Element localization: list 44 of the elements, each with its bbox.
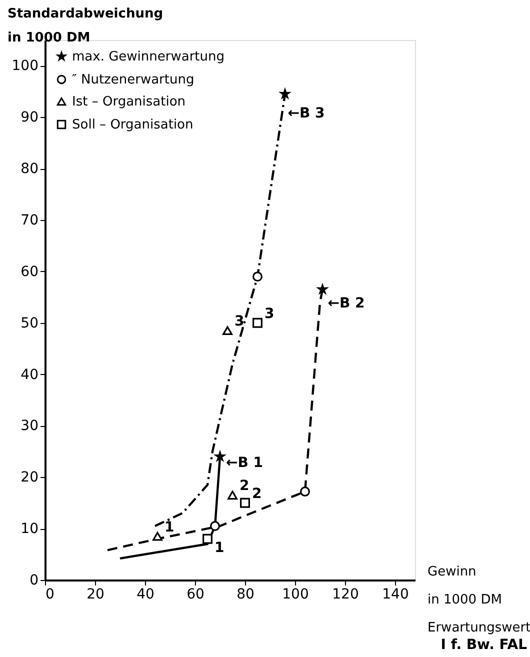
annotation: ←B 2 (328, 296, 365, 312)
y-tick-label: 100 (12, 58, 38, 74)
annotation: 3 (264, 306, 274, 322)
x-tick-label: 100 (282, 586, 309, 602)
annotation: ←B 3 (288, 105, 325, 122)
y-tick-label: 90 (20, 110, 38, 126)
y-tick-label: 40 (20, 366, 38, 383)
legend-label: max. Gewinnerwartung (72, 50, 224, 64)
x-axis-title: Gewinn in 1000 DM Erwartungswert (428, 564, 530, 636)
legend-label: ″ Nutzenerwartung (72, 72, 194, 88)
point (252, 272, 262, 282)
annotation: 1 (164, 519, 174, 536)
x-tick-label: 80 (236, 586, 254, 602)
x-tick-label: 0 (46, 586, 54, 602)
text: I f. Bw. FAL (440, 637, 528, 653)
point (252, 318, 262, 328)
point (318, 284, 328, 294)
annotation: 3 (234, 314, 244, 330)
x-tick-label: 120 (332, 586, 359, 602)
annotation: 2 (240, 478, 250, 494)
point (152, 532, 162, 541)
annotation: 2 (252, 486, 262, 502)
y-tick-label: 50 (20, 315, 38, 332)
legend-label: Ist – Organisation (72, 94, 186, 110)
x-tick-label: 140 (382, 586, 409, 602)
point (210, 521, 220, 531)
x-tick-label: 40 (136, 586, 154, 602)
point (300, 486, 310, 497)
x-tick-label: 20 (86, 586, 104, 602)
annotation: ←B 1 (226, 455, 264, 471)
annotation: 1 (214, 540, 224, 556)
y-tick-label: 60 (20, 264, 38, 280)
point (240, 498, 250, 508)
point (202, 534, 212, 544)
legend-label: Soll – Organisation (72, 118, 194, 132)
y-tick-label: 80 (20, 161, 38, 178)
x-tick-label: 60 (186, 586, 204, 602)
y-tick-label: 0 (30, 572, 38, 588)
point (228, 490, 238, 500)
y-tick-label: 20 (20, 470, 38, 486)
y-tick-label: 10 (20, 521, 38, 538)
point (222, 326, 232, 335)
y-tick-label: 30 (20, 418, 38, 434)
y-tick-label: 70 (20, 212, 38, 228)
